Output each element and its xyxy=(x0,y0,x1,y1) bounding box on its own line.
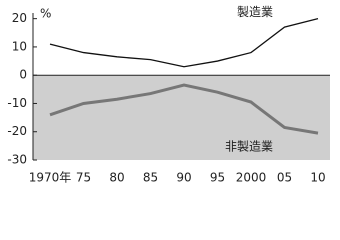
y-unit: % xyxy=(40,7,51,21)
x-tick-label: 95 xyxy=(210,171,225,185)
series-label: 製造業 xyxy=(237,5,273,19)
negative-area xyxy=(33,75,330,160)
chart: % -30 -20 -10 0 10 20 1970年 75 80 85 90 95 2000 05 10 製… xyxy=(7,5,330,185)
x-tick-label: 80 xyxy=(109,171,124,185)
x-tick-label: 2000 xyxy=(236,171,267,185)
series-label: 非製造業 xyxy=(225,140,273,154)
x-tick-label: 1970年 xyxy=(29,171,72,185)
y-tick-label: -30 xyxy=(7,153,27,167)
y-tick-label: 20 xyxy=(12,11,27,25)
series-line xyxy=(49,18,319,68)
y-tick-label: -20 xyxy=(7,124,27,138)
x-tick-label: 10 xyxy=(310,171,325,185)
x-tick-label: 05 xyxy=(277,171,292,185)
x-tick-label: 90 xyxy=(176,171,191,185)
x-tick-label: 75 xyxy=(76,171,91,185)
x-tick-label: 85 xyxy=(143,171,158,185)
y-tick-label: -10 xyxy=(7,96,27,110)
y-tick-label: 0 xyxy=(19,68,27,82)
series-line xyxy=(49,83,319,135)
y-tick-label: 10 xyxy=(12,39,27,53)
